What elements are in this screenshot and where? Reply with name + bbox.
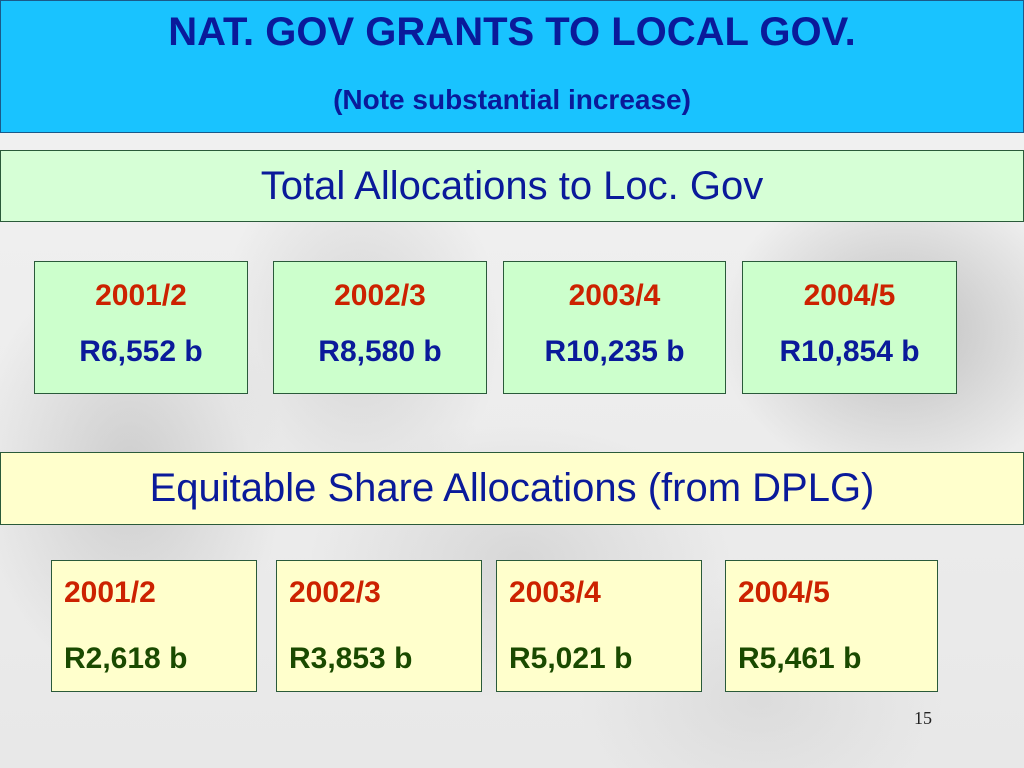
equitable-card-2003: 2003/4 R5,021 b bbox=[496, 560, 702, 692]
card-amount: R2,618 b bbox=[64, 642, 188, 675]
card-year: 2003/4 bbox=[509, 576, 601, 609]
total-card-2004: 2004/5 R10,854 b bbox=[742, 261, 957, 394]
card-year: 2002/3 bbox=[289, 576, 381, 609]
card-amount: R10,235 b bbox=[544, 335, 685, 368]
equitable-card-2004: 2004/5 R5,461 b bbox=[725, 560, 938, 692]
total-card-2003: 2003/4 R10,235 b bbox=[503, 261, 726, 394]
card-amount: R6,552 b bbox=[79, 335, 203, 368]
card-year: 2001/2 bbox=[64, 576, 156, 609]
slide-subtitle: (Note substantial increase) bbox=[333, 84, 691, 115]
card-year: 2002/3 bbox=[334, 279, 426, 312]
card-amount: R5,021 b bbox=[509, 642, 633, 675]
card-amount: R8,580 b bbox=[318, 335, 442, 368]
equitable-share-heading: Equitable Share Allocations (from DPLG) bbox=[0, 452, 1024, 525]
equitable-card-2002: 2002/3 R3,853 b bbox=[276, 560, 482, 692]
card-amount: R3,853 b bbox=[289, 642, 413, 675]
card-year: 2003/4 bbox=[568, 279, 661, 312]
total-card-2001: 2001/2 R6,552 b bbox=[34, 261, 248, 394]
card-year: 2004/5 bbox=[738, 576, 830, 609]
card-amount: R10,854 b bbox=[779, 335, 920, 368]
total-allocations-heading: Total Allocations to Loc. Gov bbox=[0, 150, 1024, 222]
title-banner: NAT. GOV GRANTS TO LOCAL GOV. (Note subs… bbox=[0, 0, 1024, 133]
card-year: 2001/2 bbox=[95, 279, 187, 312]
equitable-card-2001: 2001/2 R2,618 b bbox=[51, 560, 257, 692]
slide-title: NAT. GOV GRANTS TO LOCAL GOV. bbox=[168, 10, 856, 54]
page-number: 15 bbox=[914, 708, 932, 728]
total-card-2002: 2002/3 R8,580 b bbox=[273, 261, 487, 394]
card-amount: R5,461 b bbox=[738, 642, 862, 675]
card-year: 2004/5 bbox=[803, 279, 896, 312]
